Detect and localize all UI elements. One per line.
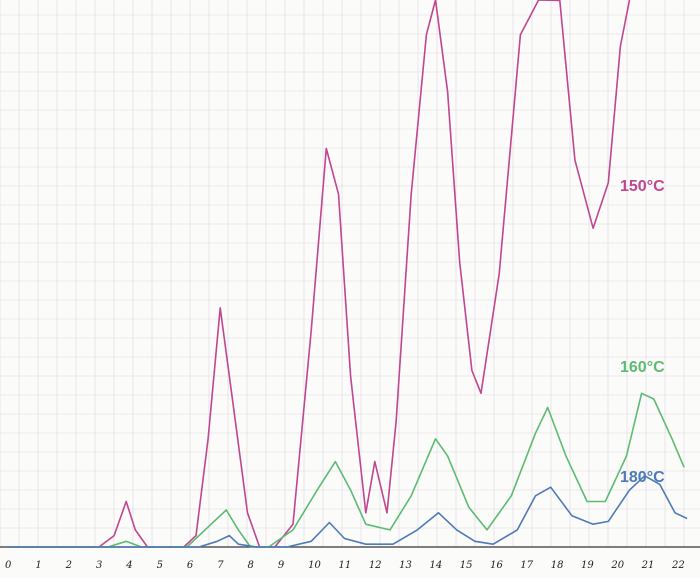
x-tick-label: 14 [429, 560, 442, 571]
series-label: 160°C [620, 359, 665, 376]
x-tick-label: 20 [610, 560, 624, 571]
x-tick-label: 15 [460, 560, 473, 571]
x-tick-label: 16 [490, 560, 503, 571]
series-line [8, 392, 685, 548]
series-line [8, 0, 631, 548]
x-tick-label: 11 [339, 560, 352, 571]
x-tick-label: 0 [5, 560, 12, 571]
x-tick-label: 10 [308, 560, 321, 571]
grid [0, 0, 700, 548]
x-tick-label: 4 [125, 560, 132, 571]
x-tick-label: 12 [369, 560, 382, 571]
x-tick-label: 7 [217, 560, 224, 571]
x-tick-label: 2 [65, 560, 72, 571]
x-tick-label: 3 [96, 560, 102, 571]
series-label: 180°C [620, 469, 665, 486]
x-tick-label: 13 [399, 560, 412, 571]
x-tick-label: 18 [551, 560, 564, 571]
x-tick-label: 19 [581, 560, 594, 571]
series-labels: 150°C 160°C 180°C [620, 178, 665, 486]
x-tick-label: 17 [520, 560, 533, 571]
x-tick-label: 22 [671, 560, 685, 571]
x-tick-label: 21 [641, 560, 655, 571]
x-tick-label: 6 [187, 560, 194, 571]
series-lines [8, 0, 688, 548]
x-tick-label: 1 [35, 560, 41, 571]
x-tick-labels: 0 1 2 3 4 5 6 7 8 9 10 11 12 13 14 15 16 17 18 19 20 21 22 [5, 560, 685, 571]
x-tick-label: 5 [157, 560, 163, 571]
x-tick-label: 8 [248, 560, 254, 571]
series-line [8, 474, 688, 548]
x-tick-label: 9 [278, 560, 285, 571]
series-label: 150°C [620, 178, 665, 195]
